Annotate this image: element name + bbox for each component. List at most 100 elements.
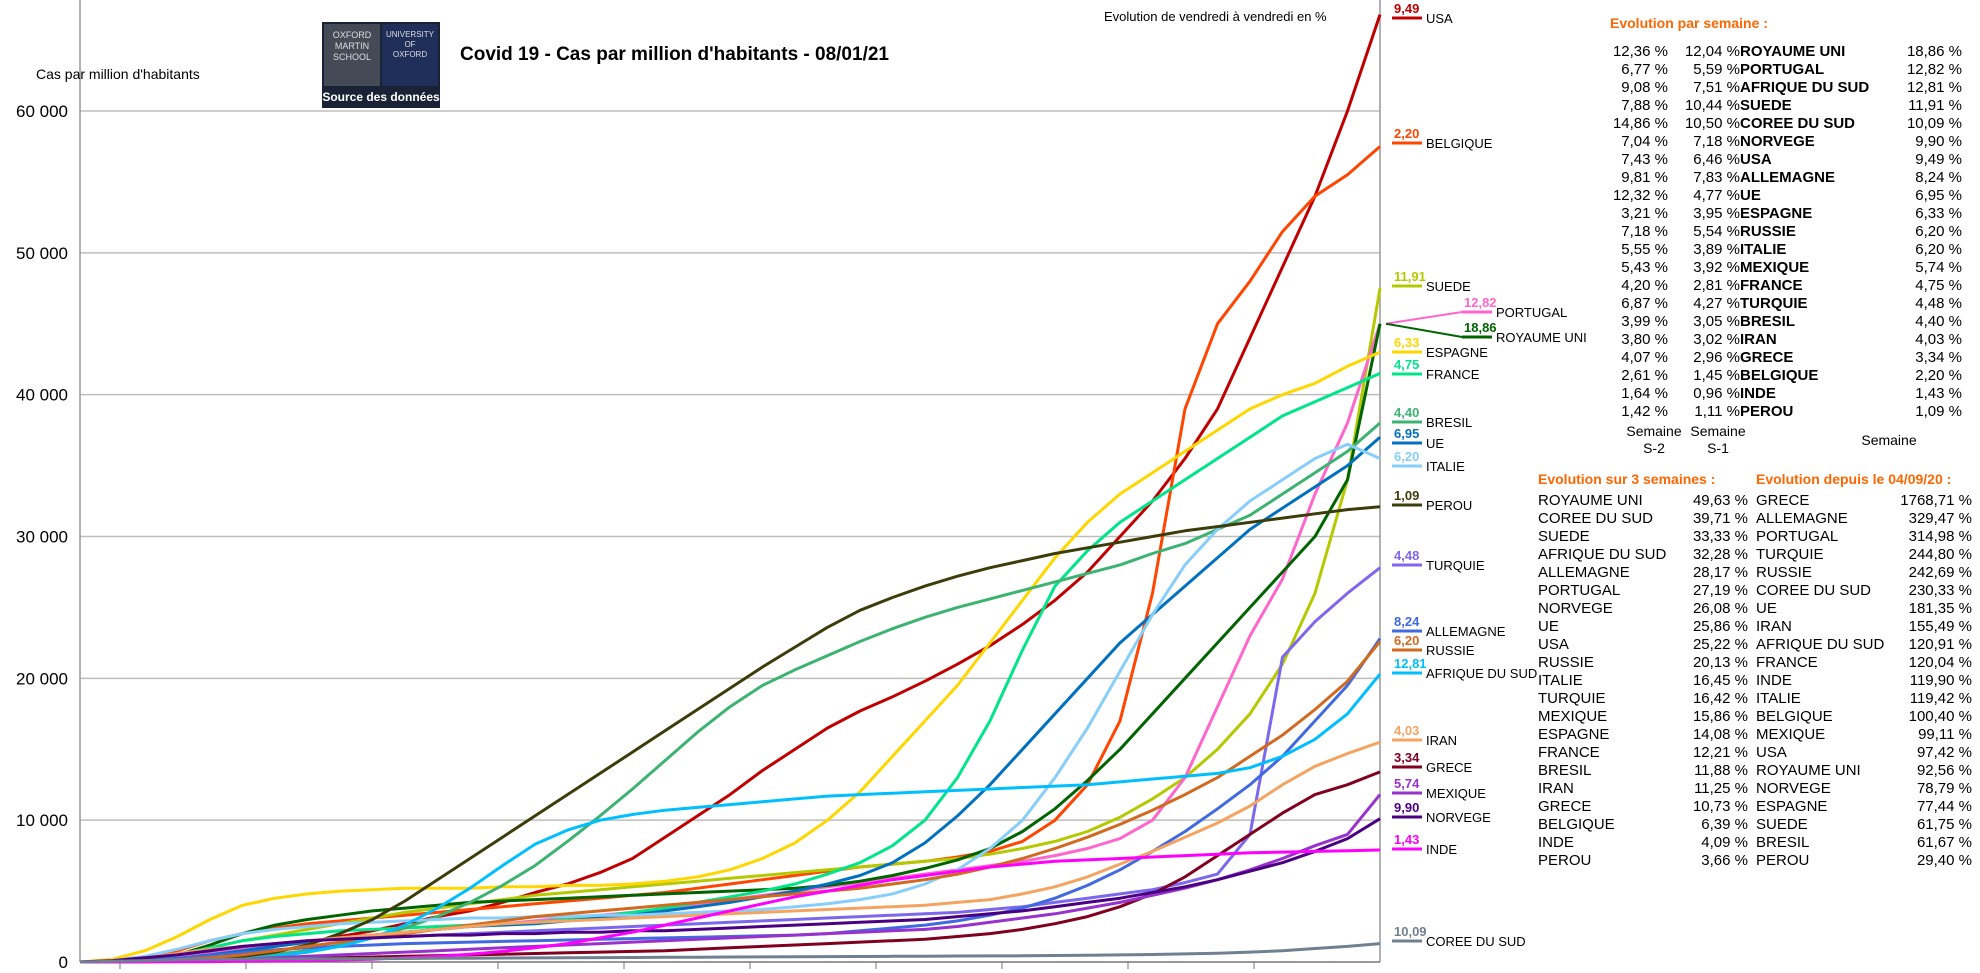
week-cell: 3,34 % — [1915, 349, 1962, 366]
source-label: Source des données — [322, 90, 440, 104]
table-row: 6,77 % 5,59 % PORTUGAL 12,82 % — [1604, 61, 1962, 79]
value-cell: 230,33 % — [1908, 582, 1972, 599]
value-cell: 26,08 % — [1692, 600, 1748, 617]
series-name-label: ROYAUME UNI — [1496, 330, 1587, 345]
series-pct-label: 6,95 — [1394, 426, 1419, 441]
week-s1-cell: 3,92 % — [1693, 259, 1740, 276]
country-cell: FRANCE — [1538, 744, 1600, 761]
country-cell: INDE — [1756, 672, 1792, 689]
series-name-label: UE — [1426, 436, 1444, 451]
week-s1-cell: 0,96 % — [1693, 385, 1740, 402]
country-cell: AFRIQUE DU SUD — [1740, 79, 1870, 96]
chart-subtitle: Evolution de vendredi à vendredi en % — [1104, 9, 1327, 24]
table-row: IRAN 155,49 % — [1756, 618, 1972, 636]
week-cell: 4,03 % — [1915, 331, 1962, 348]
table-row: 3,99 % 3,05 % BRESIL 4,40 % — [1604, 313, 1962, 331]
week-cell: 12,81 % — [1906, 79, 1962, 96]
table-row: TURQUIE 16,42 % — [1538, 690, 1748, 708]
series-pct-label: 5,74 — [1394, 776, 1420, 791]
week-cell: 4,40 % — [1915, 313, 1962, 330]
value-cell: 119,90 % — [1909, 672, 1972, 689]
table-row: SUEDE 61,75 % — [1756, 816, 1972, 834]
table-row: 9,81 % 7,83 % ALLEMAGNE 8,24 % — [1604, 169, 1962, 187]
value-cell: 120,04 % — [1908, 654, 1972, 671]
country-cell: ALLEMAGNE — [1538, 564, 1630, 581]
week-cell: 4,75 % — [1915, 277, 1962, 294]
table-row: 6,87 % 4,27 % TURQUIE 4,48 % — [1604, 295, 1962, 313]
table-row: 5,55 % 3,89 % ITALIE 6,20 % — [1604, 241, 1962, 259]
table-row: BRESIL 61,67 % — [1756, 834, 1972, 852]
series-line-norvege — [79, 817, 1381, 964]
value-cell: 61,75 % — [1916, 816, 1972, 833]
value-cell: 244,80 % — [1908, 546, 1972, 563]
value-cell: 1768,71 % — [1900, 492, 1972, 509]
country-cell: BRESIL — [1538, 762, 1592, 779]
week-s1-cell: 3,89 % — [1693, 241, 1740, 258]
value-cell: 16,42 % — [1692, 690, 1748, 707]
country-cell: PORTUGAL — [1538, 582, 1621, 599]
table-row: GRECE 10,73 % — [1538, 798, 1748, 816]
table-row: MEXIQUE 15,86 % — [1538, 708, 1748, 726]
value-cell: 28,17 % — [1692, 564, 1748, 581]
week-s2-cell: 7,43 % — [1621, 151, 1668, 168]
value-cell: 92,56 % — [1916, 762, 1972, 779]
country-cell: TURQUIE — [1756, 546, 1824, 563]
series-pct-label: 8,24 — [1394, 614, 1420, 629]
value-cell: 10,73 % — [1692, 798, 1748, 815]
since-title: Evolution depuis le 04/09/20 : — [1756, 471, 1952, 487]
table-row: FRANCE 12,21 % — [1538, 744, 1748, 762]
country-cell: COREE DU SUD — [1740, 115, 1856, 132]
series-pct-label: 10,09 — [1394, 924, 1427, 939]
week-cell: 10,09 % — [1906, 115, 1962, 132]
value-cell: 3,66 % — [1701, 852, 1748, 869]
value-cell: 16,45 % — [1692, 672, 1748, 689]
table-row: ROYAUME UNI 49,63 % — [1538, 492, 1748, 510]
country-cell: USA — [1740, 151, 1772, 168]
value-cell: 314,98 % — [1908, 528, 1972, 545]
chart-title: Covid 19 - Cas par million d'habitants -… — [460, 44, 889, 65]
week-s2-cell: 12,36 % — [1612, 43, 1668, 60]
value-cell: 12,21 % — [1692, 744, 1748, 761]
y-tick-label: 20 000 — [16, 669, 68, 688]
table-row: ITALIE 16,45 % — [1538, 672, 1748, 690]
table-row: USA 97,42 % — [1756, 744, 1972, 762]
value-cell: 6,39 % — [1701, 816, 1748, 833]
table-row: 12,36 % 12,04 % ROYAUME UNI 18,86 % — [1604, 43, 1962, 61]
country-cell: BELGIQUE — [1756, 708, 1833, 725]
series-pct-label: 1,09 — [1394, 488, 1419, 503]
week-s2-cell: 5,43 % — [1621, 259, 1668, 276]
week-cell: 11,91 % — [1908, 97, 1962, 114]
series-line-bresil — [79, 421, 1381, 964]
table-row: PEROU 3,66 % — [1538, 852, 1748, 870]
week-s2-cell: 6,77 % — [1621, 61, 1668, 78]
week-s1-cell: 5,54 % — [1693, 223, 1740, 240]
country-cell: USA — [1538, 636, 1569, 653]
value-cell: 25,22 % — [1692, 636, 1748, 653]
y-axis-label: Cas par million d'habitants — [36, 66, 200, 82]
series-name-label: IRAN — [1426, 733, 1457, 748]
week-s2-cell: 1,42 % — [1621, 403, 1668, 420]
series-line-coree-du-sud — [79, 942, 1381, 964]
col-header-s1: Semaine S-1 — [1690, 423, 1746, 456]
country-cell: IRAN — [1740, 331, 1777, 348]
series-line-grece — [79, 770, 1381, 964]
country-cell: FRANCE — [1740, 277, 1803, 294]
series-pct-label: 4,75 — [1394, 357, 1419, 372]
country-cell: ITALIE — [1538, 672, 1583, 689]
series-line-belgique — [79, 145, 1381, 964]
table-row: 7,43 % 6,46 % USA 9,49 % — [1604, 151, 1962, 169]
week-s1-cell: 7,18 % — [1693, 133, 1740, 150]
series-line-perou — [79, 505, 1381, 964]
value-cell: 11,88 % — [1694, 762, 1748, 779]
country-cell: UE — [1756, 600, 1777, 617]
week-s2-cell: 7,04 % — [1621, 133, 1668, 150]
value-cell: 99,11 % — [1918, 726, 1972, 743]
table-row: BRESIL 11,88 % — [1538, 762, 1748, 780]
three-weeks-panel: Evolution sur 3 semaines : ROYAUME UNI 49… — [1538, 470, 1748, 870]
series-name-label: USA — [1426, 11, 1453, 26]
series-name-label: GRECE — [1426, 760, 1473, 775]
country-cell: ESPAGNE — [1538, 726, 1610, 743]
series-name-label: TURQUIE — [1426, 558, 1485, 573]
country-cell: SUEDE — [1756, 816, 1808, 833]
week-s2-cell: 7,18 % — [1621, 223, 1668, 240]
